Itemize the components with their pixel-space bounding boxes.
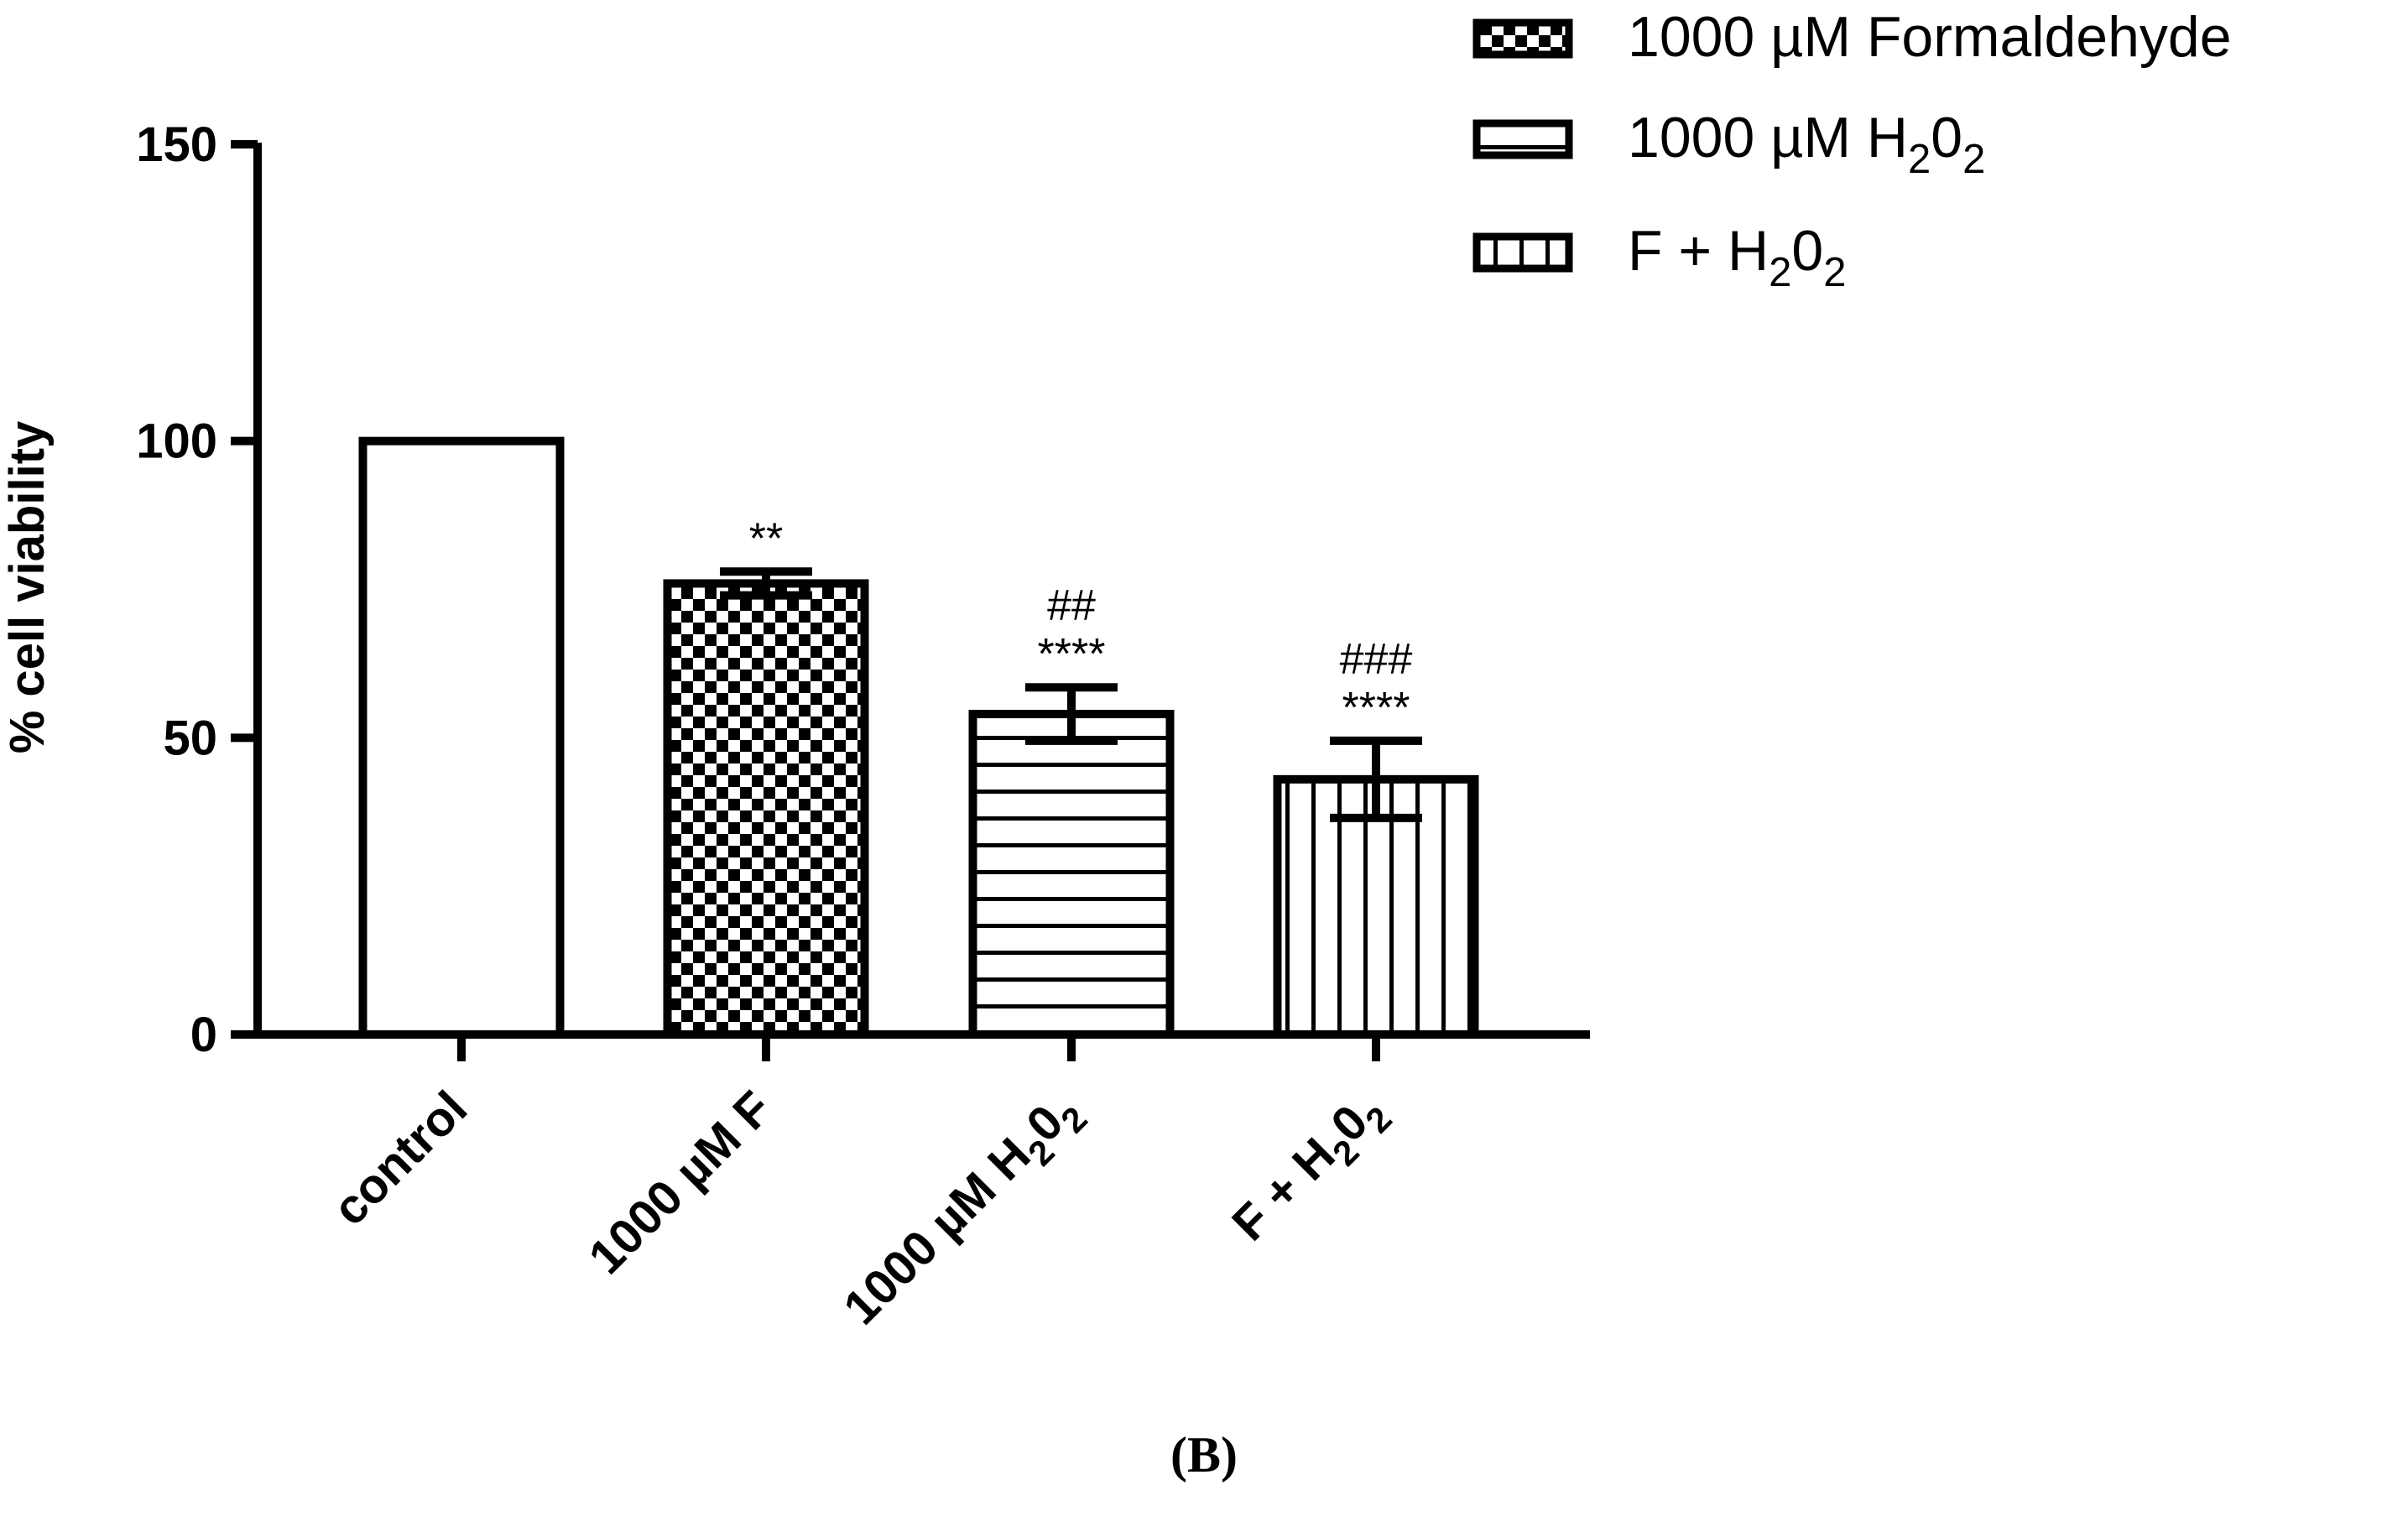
y-tick-label: 100 (136, 414, 217, 469)
panel-label: (B) (1170, 1427, 1238, 1483)
legend-label: F + H202 (1628, 219, 1846, 295)
chart-error-bars (720, 567, 1422, 822)
bar (663, 579, 869, 1039)
x-tick-label: control (322, 1081, 477, 1236)
significance-label: ## (1047, 581, 1096, 630)
legend-item: 1000 µM Formaldehyde (1472, 5, 2232, 69)
legend-item: 1000 µM H202 (1472, 106, 1985, 182)
significance-label: ### (1340, 635, 1413, 684)
x-tick-label: F + H202 (1222, 1081, 1399, 1259)
y-axis-label: % cell viability (0, 421, 55, 754)
legend-swatch (1472, 119, 1573, 159)
x-tick-label: 1000 µM F (578, 1081, 782, 1285)
significance-label: ** (749, 514, 783, 563)
chart-x-tick-labels: control 1000 µM F 1000 µM H202 F + H202 (322, 1081, 1399, 1342)
significance-label: **** (1038, 630, 1106, 679)
y-tick-label: 50 (163, 711, 217, 765)
significance-label: **** (1342, 684, 1410, 732)
bar (358, 436, 565, 1039)
y-tick-label: 0 (190, 1008, 217, 1062)
x-tick-label: 1000 µM H202 (833, 1081, 1095, 1342)
chart-bars (358, 436, 1479, 1039)
legend-item: F + H202 (1472, 219, 1846, 295)
y-tick-label: 150 (136, 117, 217, 172)
legend-label: 1000 µM H202 (1628, 106, 1985, 182)
legend-label: 1000 µM Formaldehyde (1628, 5, 2232, 69)
bar (968, 710, 1175, 1039)
chart-legend: 1000 µM Formaldehyde 1000 µM H202 F + H202 (1472, 5, 2232, 295)
chart-annotations: **##**** ###**** (749, 514, 1413, 732)
legend-swatch (1472, 18, 1573, 59)
legend-swatch (1472, 232, 1573, 273)
